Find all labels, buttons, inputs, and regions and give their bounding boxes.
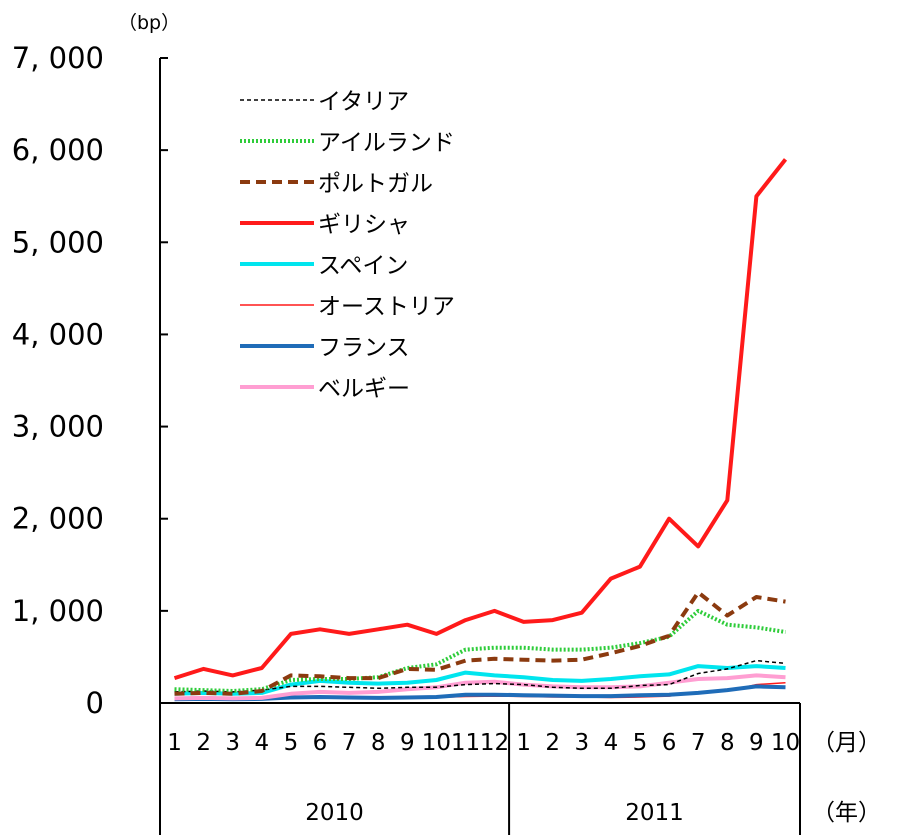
x-month-label: 6 [662,730,677,756]
legend-label: ギリシャ [318,212,410,238]
x-month-label: 6 [313,730,328,756]
x-month-label: 12 [480,730,509,756]
x-month-label: 10 [771,730,800,756]
y-tick-label: 3, 000 [12,410,104,444]
legend-label: スペイン [318,253,408,279]
series-line-7 [174,673,786,701]
x-month-label: 4 [254,730,269,756]
x-month-label: 3 [225,730,240,756]
plot-lines [173,158,788,702]
x-month-label: 3 [574,730,589,756]
x-month-label: 5 [284,730,299,756]
x-month-label: 1 [516,730,531,756]
x-month-label: 8 [720,730,735,756]
legend-label: オーストリア [318,294,455,320]
x-month-label: 2 [545,730,560,756]
y-tick-label: 1, 000 [12,594,104,628]
y-unit-label: （bp） [118,12,180,34]
x-month-label: 9 [400,730,415,756]
y-axis: 0 1, 000 2, 000 3, 000 4, 000 5, 000 6, 000 7, … [12,41,168,720]
x-month-label: 11 [451,730,480,756]
x-month-label: 5 [633,730,648,756]
legend-label: ポルトガル [318,171,433,197]
month-suffix-label: （月） [812,730,881,756]
y-tick-label: 4, 000 [12,317,104,351]
series-line-1 [174,608,786,693]
series-line-2 [174,590,786,696]
y-tick-label: 0 [86,686,104,720]
x-month-label: 10 [422,730,451,756]
x-month-label: 8 [371,730,386,756]
legend-label: アイルランド [318,130,455,156]
x-year-label: 2011 [625,800,684,826]
legend-label: イタリア [318,89,409,115]
series-line-6 [174,684,786,702]
x-month-label: 9 [749,730,764,756]
year-suffix-label: （年） [812,800,881,826]
y-tick-label: 6, 000 [12,133,104,167]
legend-label: ベルギー [318,376,410,402]
x-month-label: 7 [342,730,357,756]
x-year-label: 2010 [305,800,364,826]
y-tick-label: 5, 000 [12,225,104,259]
x-month-label: 4 [604,730,619,756]
x-month-label: 1 [167,730,182,756]
x-month-label: 7 [691,730,706,756]
legend-label: フランス [318,335,410,361]
series-line-3 [173,158,788,681]
y-tick-label: 7, 000 [12,41,104,75]
y-tick-label: 2, 000 [12,502,104,536]
x-month-label: 2 [196,730,211,756]
